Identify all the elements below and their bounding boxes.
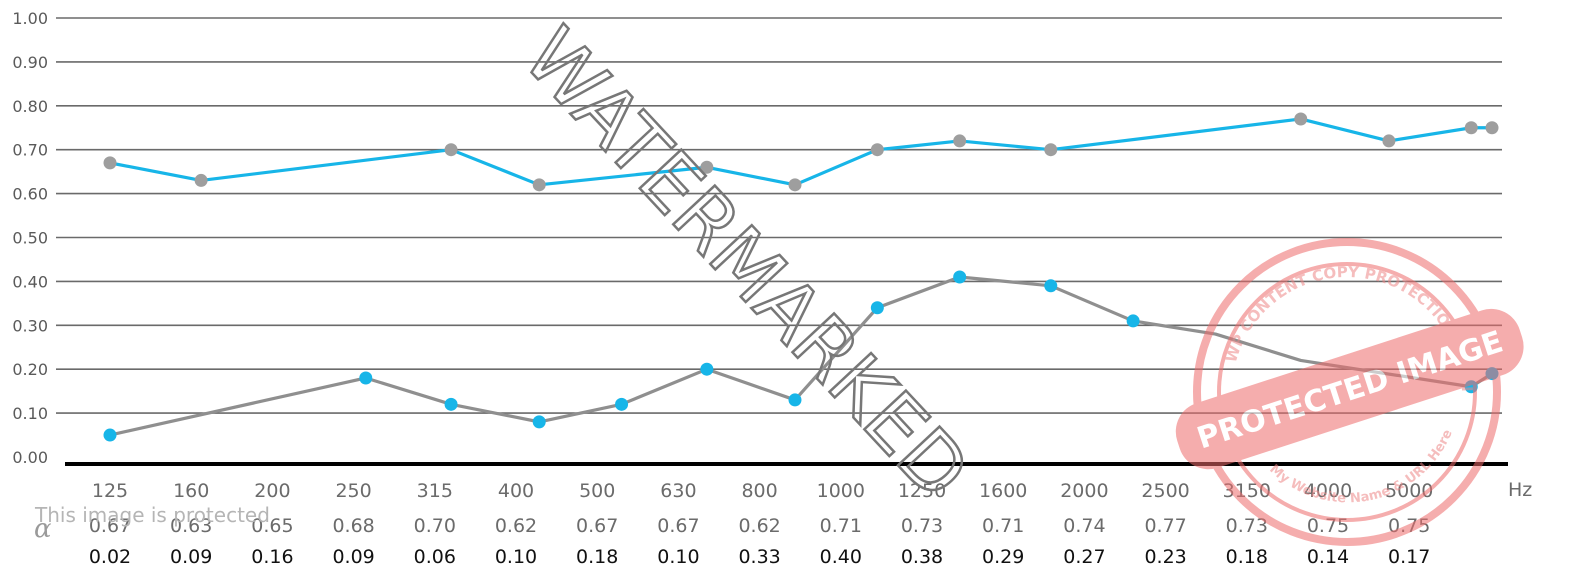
x-tick-label: 500 <box>579 480 615 502</box>
series-1-point <box>1294 112 1308 126</box>
protected-note: This image is protected <box>34 503 270 527</box>
row-b-value: 0.27 <box>1063 546 1105 568</box>
x-tick-label: 630 <box>660 480 696 502</box>
row-b-value: 0.10 <box>495 546 537 568</box>
row-a-value: 0.71 <box>982 515 1024 537</box>
x-tick-label: 315 <box>417 480 453 502</box>
row-b-value: 0.02 <box>89 546 131 568</box>
series-1-point <box>1485 121 1499 135</box>
y-tick-label: 0.20 <box>12 360 48 379</box>
row-a-value: 0.62 <box>738 515 780 537</box>
row-b-value: 0.33 <box>738 546 780 568</box>
watermark-text: WATERMARKED <box>506 12 986 517</box>
series-2-point <box>788 393 802 407</box>
stamp-inner-ring <box>1217 262 1477 522</box>
x-tick-label: 2500 <box>1141 480 1189 502</box>
x-tick-label: 400 <box>498 480 534 502</box>
absorption-row-a: 0.67 0.63 0.65 0.68 0.70 0.62 0.67 0.67 0.62 0.71… <box>89 515 1431 537</box>
series-2-point <box>870 301 884 315</box>
row-b-value: 0.17 <box>1388 546 1430 568</box>
x-unit-label: Hz <box>1508 479 1532 501</box>
y-tick-label: 1.00 <box>12 9 48 28</box>
series-2-point <box>700 362 714 376</box>
x-tick-label: 160 <box>173 480 209 502</box>
row-a-value: 0.71 <box>820 515 862 537</box>
row-b-value: 0.10 <box>657 546 699 568</box>
row-a-value: 0.65 <box>251 515 293 537</box>
y-tick-label: 0.30 <box>12 316 48 335</box>
series-2-point <box>615 397 629 411</box>
y-tick-label: 0.60 <box>12 185 48 204</box>
x-tick-label: 250 <box>335 480 371 502</box>
series-1-point <box>700 160 714 174</box>
series-2-point <box>532 415 546 429</box>
row-b-value: 0.18 <box>1226 546 1268 568</box>
series-2-point <box>359 371 373 385</box>
series-1-point <box>103 156 117 170</box>
row-b-value: 0.38 <box>901 546 943 568</box>
series-1-point <box>870 143 884 157</box>
row-a-value: 0.74 <box>1063 515 1105 537</box>
row-a-value: 0.68 <box>332 515 374 537</box>
x-tick-label: 1600 <box>979 480 1027 502</box>
row-a-value: 0.77 <box>1144 515 1186 537</box>
row-b-value: 0.06 <box>414 546 456 568</box>
alpha-symbol: α <box>34 514 52 544</box>
row-a-value: 0.67 <box>89 515 131 537</box>
x-axis-ticks: 125 160 200 250 315 400 500 630 800 1000 1250 1600 2… <box>92 480 1434 502</box>
series-1-line <box>109 117 1492 187</box>
x-tick-label: 2000 <box>1060 480 1108 502</box>
series-1-point <box>1044 143 1058 157</box>
series-2-point <box>103 428 117 442</box>
row-b-value: 0.23 <box>1144 546 1186 568</box>
series-1-point <box>194 173 208 187</box>
row-a-value: 0.67 <box>657 515 699 537</box>
row-b-value: 0.09 <box>170 546 212 568</box>
series-2-point <box>1126 314 1140 328</box>
y-tick-label: 0.50 <box>12 229 48 248</box>
row-b-value: 0.14 <box>1307 546 1349 568</box>
series-1-point <box>444 143 458 157</box>
row-a-value: 0.67 <box>576 515 618 537</box>
x-tick-label: 1000 <box>817 480 865 502</box>
x-tick-label: 4000 <box>1304 480 1352 502</box>
series-1-point <box>1382 134 1396 148</box>
stamp-outer-ring <box>1193 238 1501 546</box>
x-tick-label: 1250 <box>898 480 946 502</box>
row-a-value: 0.62 <box>495 515 537 537</box>
row-b-value: 0.40 <box>820 546 862 568</box>
series-1-point <box>532 178 546 192</box>
grid-lines <box>56 17 1502 414</box>
y-tick-label: 0.00 <box>12 448 48 467</box>
series-layer <box>103 112 1499 442</box>
y-tick-label: 0.40 <box>12 272 48 291</box>
x-tick-label: 125 <box>92 480 128 502</box>
y-tick-label: 0.80 <box>12 97 48 116</box>
row-a-value: 0.70 <box>414 515 456 537</box>
row-b-value: 0.09 <box>332 546 374 568</box>
row-b-value: 0.18 <box>576 546 618 568</box>
row-b-value: 0.16 <box>251 546 293 568</box>
row-a-value: 0.73 <box>1226 515 1268 537</box>
series-1-point <box>953 134 967 148</box>
y-tick-label: 0.10 <box>12 404 48 423</box>
series-2-point <box>953 270 967 284</box>
x-tick-label: 200 <box>254 480 290 502</box>
absorption-row-b: 0.02 0.09 0.16 0.09 0.06 0.10 0.18 0.10 0.33 0.40… <box>89 546 1431 568</box>
y-axis-ticks: 0.00 0.10 0.20 0.30 0.40 0.50 0.60 0.70 0.80 0.90… <box>12 9 48 467</box>
series-2-point <box>444 397 458 411</box>
x-tick-label: 800 <box>741 480 777 502</box>
series-1-point <box>1464 121 1478 135</box>
row-a-value: 0.63 <box>170 515 212 537</box>
series-1-point <box>788 178 802 192</box>
row-a-value: 0.73 <box>901 515 943 537</box>
stamp-banner-band <box>1175 308 1524 470</box>
row-b-value: 0.29 <box>982 546 1024 568</box>
y-tick-label: 0.90 <box>12 53 48 72</box>
series-2-point <box>1044 279 1058 293</box>
y-tick-label: 0.70 <box>12 141 48 160</box>
